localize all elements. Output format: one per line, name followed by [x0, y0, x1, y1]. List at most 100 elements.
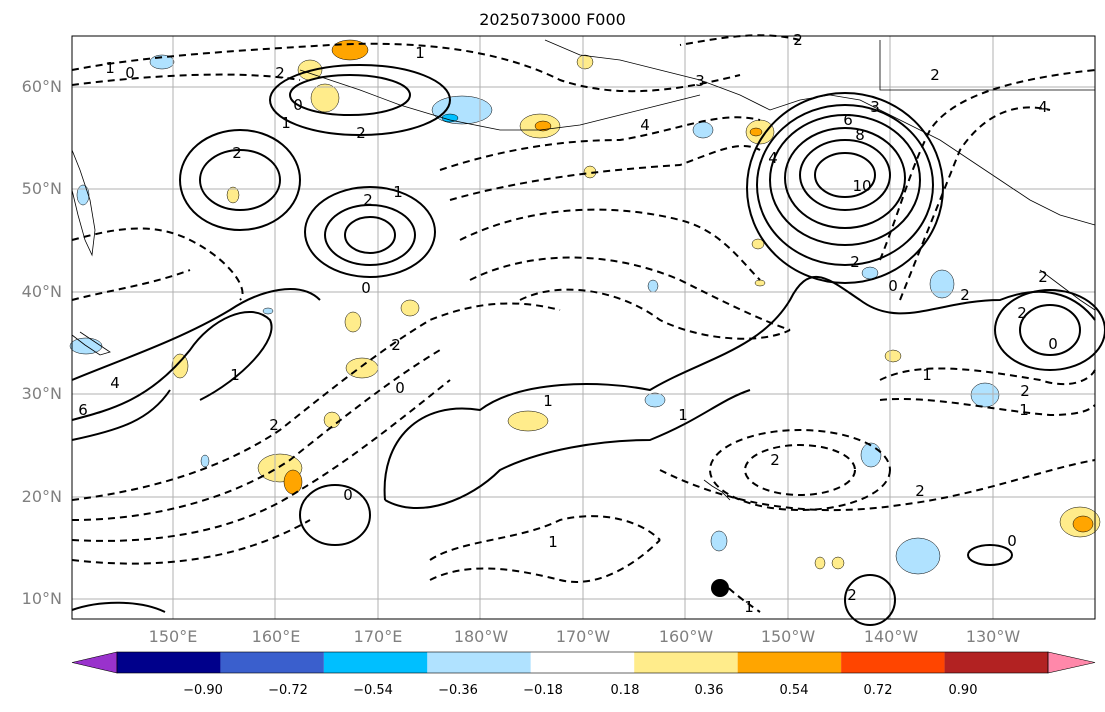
contour-label: 0	[888, 277, 898, 295]
contour-dashed-11	[71, 519, 311, 565]
shading-patches	[69, 39, 1101, 575]
contour-label: 8	[855, 126, 865, 144]
shading-patch	[576, 54, 594, 70]
contour-label: 0	[343, 486, 353, 504]
contour-ring-a2	[324, 204, 416, 266]
shading-patch	[323, 411, 341, 429]
contour-dashed-16	[879, 397, 1096, 417]
coastline-kamchatka	[71, 149, 96, 257]
contour-dashed-19	[71, 227, 244, 301]
colorbar-outline	[116, 651, 1049, 674]
contour-dashed-13	[429, 539, 661, 583]
shading-patch	[751, 238, 765, 250]
colorbar-extend-max	[1047, 651, 1096, 674]
plot-title: 2025073000 F000	[479, 10, 626, 29]
contour-dashed-14	[659, 459, 1096, 512]
colorbar-segment	[117, 652, 221, 673]
contour-label: 2	[1038, 268, 1048, 286]
contour-small-3	[967, 544, 1013, 566]
contour-dashed-5	[459, 208, 761, 281]
contour-label: 1	[393, 183, 403, 201]
contour-label: 1	[548, 533, 558, 551]
shading-patch	[431, 95, 493, 125]
coastline-aleutians	[299, 69, 701, 131]
contour-label: 3	[695, 72, 705, 90]
contour-ring-c1	[289, 74, 411, 116]
contour-label: 2	[770, 451, 780, 469]
contour-high-ring-4	[769, 114, 921, 246]
lon-label-170e: 170°E	[353, 627, 403, 646]
contour-label: 2	[1020, 382, 1030, 400]
contour-label: 4	[110, 374, 120, 392]
contour-label: 0	[125, 64, 135, 82]
contour-label: 2	[915, 482, 925, 500]
contour-label: 2	[1017, 304, 1027, 322]
lon-label-150w: 150°W	[760, 627, 816, 646]
contour-label: 2	[356, 124, 366, 142]
contour-west-1	[71, 288, 321, 381]
colorbar-tick: 0.54	[779, 683, 809, 698]
shading-patch	[400, 299, 420, 317]
solid-contours	[71, 64, 1105, 626]
colorbar-tick: 0.36	[694, 683, 724, 698]
contour-west-3	[71, 389, 171, 441]
contour-dashed-ring-2	[709, 429, 891, 511]
colorbar-tick: −0.54	[353, 683, 393, 698]
shading-patch	[814, 556, 826, 570]
hawaii-station-marker	[711, 579, 729, 597]
contour-ring-a1	[344, 216, 396, 254]
shading-patch	[507, 410, 549, 432]
contour-ring-a3	[304, 186, 436, 278]
contour-label: 1	[281, 114, 291, 132]
coastline-japan	[71, 331, 111, 356]
contour-high-ring-5	[756, 104, 934, 266]
shading-patch	[200, 454, 210, 468]
contour-ring-b1	[199, 149, 281, 211]
contour-ring-d1	[1019, 304, 1081, 356]
shading-patch	[861, 266, 879, 280]
colorbar-segment	[220, 652, 324, 673]
contour-label: 0	[361, 279, 371, 297]
contour-south	[71, 601, 166, 613]
contour-dashed-4	[449, 144, 761, 201]
colorbar-tick: −0.36	[438, 683, 478, 698]
colorbar-tick: 0.18	[610, 683, 640, 698]
lon-label-170w: 170°W	[555, 627, 611, 646]
lat-label-30n: 30°N	[21, 384, 62, 403]
contour-label: 1	[543, 392, 553, 410]
shading-patch	[710, 530, 728, 552]
contour-label: 4	[640, 116, 650, 134]
contour-dashed-2	[71, 73, 301, 86]
contour-label: 2	[960, 286, 970, 304]
contour-label: 1	[230, 366, 240, 384]
contour-high-ring-6	[746, 92, 944, 284]
contour-ring-d2	[994, 289, 1105, 371]
coastlines	[71, 39, 1096, 501]
contour-label: 4	[1038, 98, 1048, 116]
contour-dashed-6	[469, 256, 791, 331]
contour-dashed-3	[439, 116, 761, 171]
lat-label-40n: 40°N	[21, 282, 62, 301]
contour-label: 1	[922, 366, 932, 384]
contour-dashed-22	[679, 34, 801, 46]
contour-label: 1	[744, 598, 754, 616]
contour-high-ring-2	[799, 139, 891, 211]
contour-label: 4	[768, 149, 778, 167]
contour-label: 10	[852, 177, 871, 195]
colorbar-segment	[841, 652, 945, 673]
colorbar-tick: 0.90	[948, 683, 978, 698]
contour-high-ring-3	[784, 127, 906, 229]
contour-dashed-7	[519, 288, 791, 340]
contour-dashed-9	[71, 349, 441, 521]
shading-patch	[344, 311, 362, 333]
contour-label: 2	[391, 336, 401, 354]
lon-label-130w: 130°W	[965, 627, 1021, 646]
shading-patch	[1072, 515, 1094, 533]
shading-patch	[647, 279, 659, 293]
contour-label: 0	[1048, 335, 1058, 353]
shading-patch	[310, 83, 340, 113]
lon-label-160w: 160°W	[658, 627, 714, 646]
contour-dashed-1	[71, 42, 741, 93]
contour-label: 3	[870, 98, 880, 116]
